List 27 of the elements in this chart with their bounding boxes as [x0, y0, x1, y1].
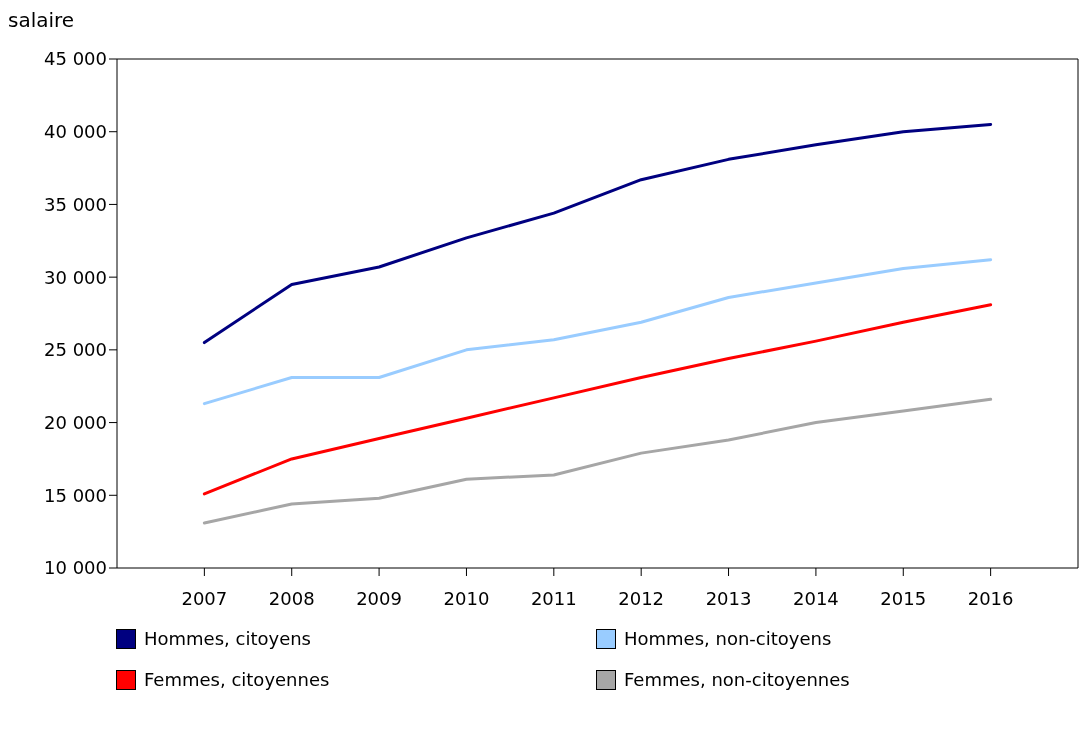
x-tick-label: 2009 [356, 587, 402, 609]
line-series [202, 258, 993, 406]
y-axis-title: salaire [8, 8, 75, 32]
line-series [202, 397, 993, 525]
x-tick-label: 2008 [268, 587, 315, 609]
x-tick-label: 2012 [618, 587, 665, 609]
x-tick-label: 2007 [181, 587, 228, 609]
legend-label: Hommes, non-citoyens [624, 628, 832, 649]
x-tick-label: 2015 [880, 587, 927, 609]
x-tick-label: 2013 [705, 587, 752, 609]
y-tick-label: 20 000 [44, 411, 107, 433]
y-tick-label: 40 000 [44, 121, 107, 143]
x-tick-label: 2010 [443, 587, 490, 609]
y-tick-label: 35 000 [44, 193, 107, 215]
y-tick-label: 10 000 [44, 557, 107, 579]
x-tick-label: 2011 [530, 587, 577, 609]
y-tick-label: 25 000 [44, 339, 107, 361]
y-tick-label: 30 000 [44, 266, 107, 288]
legend-label: Hommes, citoyens [144, 628, 311, 649]
y-tick-label: 15 000 [44, 484, 107, 506]
legend-label: Femmes, non-citoyennes [624, 669, 850, 690]
line-series [202, 122, 993, 345]
x-tick-label: 2016 [967, 587, 1014, 609]
line-series [202, 303, 993, 496]
y-tick-label: 45 000 [44, 48, 107, 70]
x-tick-label: 2014 [793, 587, 839, 609]
legend-label: Femmes, citoyennes [144, 669, 330, 690]
